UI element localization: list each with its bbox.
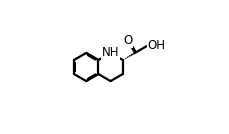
Text: O: O	[123, 34, 132, 47]
Text: OH: OH	[147, 39, 165, 52]
Text: NH: NH	[101, 46, 119, 59]
